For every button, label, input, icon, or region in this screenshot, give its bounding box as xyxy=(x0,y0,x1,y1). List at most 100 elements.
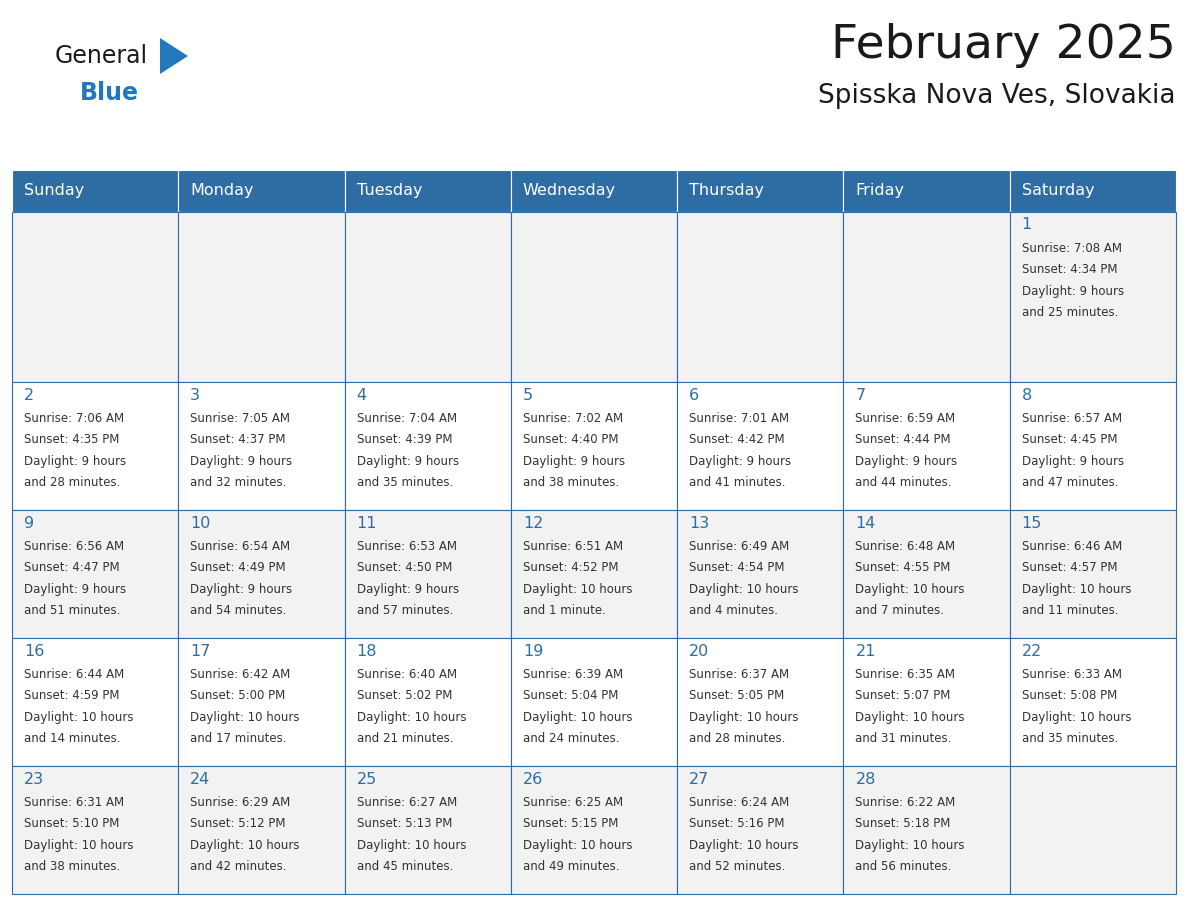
Text: Sunrise: 6:44 AM: Sunrise: 6:44 AM xyxy=(24,667,125,680)
Text: Sunset: 5:13 PM: Sunset: 5:13 PM xyxy=(356,817,451,830)
Text: and 21 minutes.: and 21 minutes. xyxy=(356,732,453,745)
Text: and 1 minute.: and 1 minute. xyxy=(523,604,606,617)
Text: Sunset: 5:12 PM: Sunset: 5:12 PM xyxy=(190,817,286,830)
FancyBboxPatch shape xyxy=(345,212,511,382)
Text: and 28 minutes.: and 28 minutes. xyxy=(24,476,120,489)
FancyBboxPatch shape xyxy=(677,382,843,510)
Text: Sunset: 4:49 PM: Sunset: 4:49 PM xyxy=(190,561,286,574)
Text: Sunset: 4:39 PM: Sunset: 4:39 PM xyxy=(356,433,453,446)
Text: Daylight: 9 hours: Daylight: 9 hours xyxy=(24,454,126,467)
FancyBboxPatch shape xyxy=(12,170,178,212)
Text: Sunrise: 6:33 AM: Sunrise: 6:33 AM xyxy=(1022,667,1121,680)
Text: Sunrise: 6:37 AM: Sunrise: 6:37 AM xyxy=(689,667,789,680)
Text: and 25 minutes.: and 25 minutes. xyxy=(1022,306,1118,319)
Text: and 44 minutes.: and 44 minutes. xyxy=(855,476,952,489)
Text: Sunrise: 6:56 AM: Sunrise: 6:56 AM xyxy=(24,540,124,553)
Text: Sunset: 5:08 PM: Sunset: 5:08 PM xyxy=(1022,689,1117,702)
Text: and 54 minutes.: and 54 minutes. xyxy=(190,604,286,617)
Text: Sunset: 4:54 PM: Sunset: 4:54 PM xyxy=(689,561,784,574)
Text: Tuesday: Tuesday xyxy=(356,184,422,198)
Text: Sunrise: 6:42 AM: Sunrise: 6:42 AM xyxy=(190,667,291,680)
FancyBboxPatch shape xyxy=(1010,510,1176,638)
Text: Sunrise: 6:25 AM: Sunrise: 6:25 AM xyxy=(523,796,623,809)
Text: Sunrise: 6:57 AM: Sunrise: 6:57 AM xyxy=(1022,411,1121,424)
Text: Daylight: 9 hours: Daylight: 9 hours xyxy=(190,454,292,467)
Text: Daylight: 9 hours: Daylight: 9 hours xyxy=(190,583,292,596)
Text: and 45 minutes.: and 45 minutes. xyxy=(356,860,453,873)
FancyBboxPatch shape xyxy=(677,170,843,212)
Text: 6: 6 xyxy=(689,387,700,402)
Text: 9: 9 xyxy=(24,516,34,531)
Text: 26: 26 xyxy=(523,771,543,787)
Text: Sunset: 5:04 PM: Sunset: 5:04 PM xyxy=(523,689,618,702)
Text: and 38 minutes.: and 38 minutes. xyxy=(24,860,120,873)
FancyBboxPatch shape xyxy=(511,212,677,382)
Text: Sunrise: 6:48 AM: Sunrise: 6:48 AM xyxy=(855,540,955,553)
Text: 3: 3 xyxy=(190,387,201,402)
Text: Daylight: 10 hours: Daylight: 10 hours xyxy=(523,711,632,723)
Text: and 35 minutes.: and 35 minutes. xyxy=(356,476,453,489)
FancyBboxPatch shape xyxy=(677,766,843,894)
Text: Sunset: 5:10 PM: Sunset: 5:10 PM xyxy=(24,817,119,830)
Text: 20: 20 xyxy=(689,644,709,658)
Text: Daylight: 9 hours: Daylight: 9 hours xyxy=(689,454,791,467)
Text: Sunrise: 6:59 AM: Sunrise: 6:59 AM xyxy=(855,411,955,424)
Text: Sunset: 4:45 PM: Sunset: 4:45 PM xyxy=(1022,433,1117,446)
Text: Saturday: Saturday xyxy=(1022,184,1094,198)
FancyBboxPatch shape xyxy=(677,510,843,638)
Text: 17: 17 xyxy=(190,644,210,658)
Text: Sunrise: 7:04 AM: Sunrise: 7:04 AM xyxy=(356,411,456,424)
FancyBboxPatch shape xyxy=(345,638,511,766)
FancyBboxPatch shape xyxy=(12,510,178,638)
Text: Sunset: 5:02 PM: Sunset: 5:02 PM xyxy=(356,689,451,702)
FancyBboxPatch shape xyxy=(1010,382,1176,510)
Text: Daylight: 10 hours: Daylight: 10 hours xyxy=(523,583,632,596)
Text: Daylight: 10 hours: Daylight: 10 hours xyxy=(689,711,798,723)
Text: Sunrise: 6:24 AM: Sunrise: 6:24 AM xyxy=(689,796,789,809)
FancyBboxPatch shape xyxy=(178,212,345,382)
Text: 1: 1 xyxy=(1022,218,1032,232)
Text: 27: 27 xyxy=(689,771,709,787)
Text: Daylight: 10 hours: Daylight: 10 hours xyxy=(1022,583,1131,596)
Text: Sunrise: 6:46 AM: Sunrise: 6:46 AM xyxy=(1022,540,1121,553)
Text: 5: 5 xyxy=(523,387,533,402)
FancyBboxPatch shape xyxy=(345,170,511,212)
Text: Sunrise: 6:51 AM: Sunrise: 6:51 AM xyxy=(523,540,623,553)
FancyBboxPatch shape xyxy=(843,382,1010,510)
Text: and 57 minutes.: and 57 minutes. xyxy=(356,604,453,617)
Text: Sunrise: 6:22 AM: Sunrise: 6:22 AM xyxy=(855,796,955,809)
Text: 19: 19 xyxy=(523,644,543,658)
Text: Wednesday: Wednesday xyxy=(523,184,617,198)
Text: Daylight: 10 hours: Daylight: 10 hours xyxy=(689,583,798,596)
Text: and 28 minutes.: and 28 minutes. xyxy=(689,732,785,745)
Text: and 38 minutes.: and 38 minutes. xyxy=(523,476,619,489)
Text: February 2025: February 2025 xyxy=(832,24,1176,69)
Text: Daylight: 9 hours: Daylight: 9 hours xyxy=(523,454,625,467)
Text: Daylight: 9 hours: Daylight: 9 hours xyxy=(1022,454,1124,467)
Text: Friday: Friday xyxy=(855,184,904,198)
FancyBboxPatch shape xyxy=(345,382,511,510)
Text: and 7 minutes.: and 7 minutes. xyxy=(855,604,944,617)
FancyBboxPatch shape xyxy=(677,212,843,382)
Text: Daylight: 10 hours: Daylight: 10 hours xyxy=(190,838,299,852)
Text: Spisska Nova Ves, Slovakia: Spisska Nova Ves, Slovakia xyxy=(819,83,1176,109)
Text: Sunset: 5:16 PM: Sunset: 5:16 PM xyxy=(689,817,784,830)
FancyBboxPatch shape xyxy=(843,510,1010,638)
Text: 11: 11 xyxy=(356,516,377,531)
Text: 10: 10 xyxy=(190,516,210,531)
FancyBboxPatch shape xyxy=(677,638,843,766)
Text: and 56 minutes.: and 56 minutes. xyxy=(855,860,952,873)
Polygon shape xyxy=(160,38,188,74)
Text: Daylight: 10 hours: Daylight: 10 hours xyxy=(24,711,133,723)
Text: Blue: Blue xyxy=(80,81,139,105)
Text: Sunrise: 7:06 AM: Sunrise: 7:06 AM xyxy=(24,411,124,424)
Text: Sunset: 5:07 PM: Sunset: 5:07 PM xyxy=(855,689,950,702)
Text: Sunrise: 7:08 AM: Sunrise: 7:08 AM xyxy=(1022,241,1121,254)
FancyBboxPatch shape xyxy=(1010,170,1176,212)
Text: Daylight: 10 hours: Daylight: 10 hours xyxy=(855,711,965,723)
Text: Daylight: 9 hours: Daylight: 9 hours xyxy=(855,454,958,467)
Text: Daylight: 10 hours: Daylight: 10 hours xyxy=(855,583,965,596)
FancyBboxPatch shape xyxy=(1010,638,1176,766)
FancyBboxPatch shape xyxy=(12,638,178,766)
Text: Daylight: 9 hours: Daylight: 9 hours xyxy=(24,583,126,596)
